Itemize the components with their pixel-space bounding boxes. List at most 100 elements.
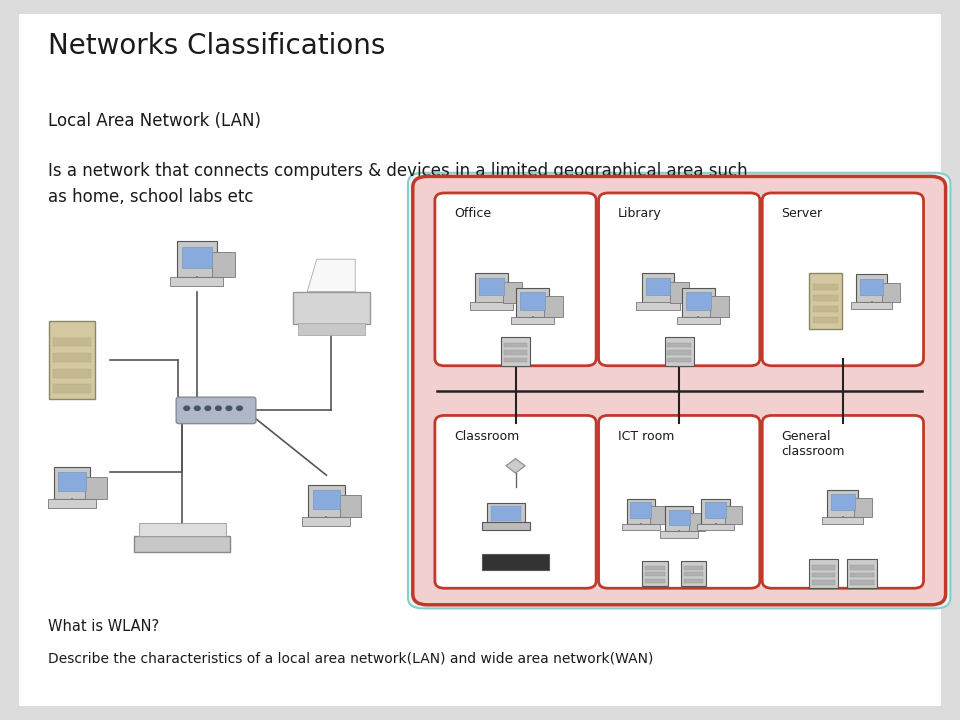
Polygon shape — [506, 459, 525, 473]
FancyBboxPatch shape — [646, 278, 670, 295]
FancyBboxPatch shape — [725, 506, 741, 524]
FancyBboxPatch shape — [479, 278, 504, 295]
FancyBboxPatch shape — [599, 193, 760, 366]
FancyBboxPatch shape — [813, 317, 838, 323]
FancyBboxPatch shape — [49, 321, 95, 399]
FancyBboxPatch shape — [828, 490, 858, 517]
FancyBboxPatch shape — [645, 572, 665, 576]
Text: ICT room: ICT room — [618, 430, 674, 443]
Circle shape — [184, 406, 189, 410]
FancyBboxPatch shape — [762, 193, 924, 366]
FancyBboxPatch shape — [487, 503, 525, 523]
FancyBboxPatch shape — [475, 274, 508, 302]
FancyBboxPatch shape — [501, 337, 530, 366]
FancyBboxPatch shape — [809, 559, 838, 588]
Text: Library: Library — [618, 207, 661, 220]
FancyBboxPatch shape — [413, 176, 946, 605]
FancyBboxPatch shape — [630, 503, 652, 518]
FancyBboxPatch shape — [813, 305, 838, 312]
FancyBboxPatch shape — [59, 472, 85, 491]
FancyBboxPatch shape — [435, 415, 596, 588]
Text: General
classroom: General classroom — [781, 430, 845, 458]
FancyBboxPatch shape — [340, 495, 361, 518]
FancyBboxPatch shape — [408, 173, 950, 608]
FancyBboxPatch shape — [181, 247, 212, 268]
FancyBboxPatch shape — [688, 513, 705, 531]
FancyBboxPatch shape — [48, 499, 96, 508]
FancyBboxPatch shape — [812, 565, 835, 570]
FancyBboxPatch shape — [705, 503, 727, 518]
FancyBboxPatch shape — [762, 415, 924, 588]
Circle shape — [227, 406, 232, 410]
Text: What is WLAN?: What is WLAN? — [48, 618, 159, 634]
Text: Server: Server — [781, 207, 823, 220]
FancyBboxPatch shape — [212, 252, 235, 277]
FancyBboxPatch shape — [697, 523, 734, 531]
FancyBboxPatch shape — [53, 338, 91, 346]
FancyBboxPatch shape — [660, 531, 698, 538]
FancyBboxPatch shape — [622, 523, 660, 531]
FancyBboxPatch shape — [686, 292, 710, 310]
Text: Networks Classifications: Networks Classifications — [48, 32, 385, 60]
FancyBboxPatch shape — [492, 506, 520, 521]
FancyBboxPatch shape — [851, 580, 874, 585]
FancyBboxPatch shape — [53, 369, 91, 377]
FancyBboxPatch shape — [813, 294, 838, 301]
FancyBboxPatch shape — [710, 297, 729, 317]
FancyBboxPatch shape — [823, 517, 863, 524]
FancyBboxPatch shape — [831, 494, 854, 510]
Circle shape — [195, 406, 201, 410]
FancyBboxPatch shape — [684, 579, 704, 583]
FancyBboxPatch shape — [293, 292, 370, 324]
FancyBboxPatch shape — [860, 279, 883, 295]
FancyBboxPatch shape — [641, 274, 675, 302]
FancyBboxPatch shape — [677, 317, 720, 325]
FancyBboxPatch shape — [504, 343, 527, 347]
FancyBboxPatch shape — [667, 343, 691, 347]
FancyBboxPatch shape — [298, 323, 365, 335]
FancyBboxPatch shape — [503, 282, 522, 302]
FancyBboxPatch shape — [308, 485, 345, 518]
FancyBboxPatch shape — [848, 559, 876, 588]
FancyBboxPatch shape — [667, 350, 691, 355]
FancyBboxPatch shape — [684, 572, 704, 576]
FancyBboxPatch shape — [681, 562, 707, 586]
FancyBboxPatch shape — [670, 282, 688, 302]
FancyBboxPatch shape — [53, 354, 91, 362]
FancyBboxPatch shape — [482, 554, 549, 570]
FancyBboxPatch shape — [851, 565, 874, 570]
FancyBboxPatch shape — [853, 498, 872, 517]
FancyBboxPatch shape — [170, 277, 223, 287]
Text: Office: Office — [454, 207, 492, 220]
FancyBboxPatch shape — [851, 572, 874, 577]
FancyBboxPatch shape — [177, 241, 217, 277]
FancyBboxPatch shape — [682, 288, 715, 317]
Polygon shape — [307, 259, 355, 292]
FancyBboxPatch shape — [520, 292, 545, 310]
FancyBboxPatch shape — [882, 283, 900, 302]
Text: Local Area Network (LAN): Local Area Network (LAN) — [48, 112, 261, 130]
FancyBboxPatch shape — [812, 572, 835, 577]
FancyBboxPatch shape — [684, 566, 704, 570]
FancyBboxPatch shape — [504, 350, 527, 355]
FancyBboxPatch shape — [482, 522, 530, 530]
FancyBboxPatch shape — [664, 337, 694, 366]
Text: Describe the characteristics of a local area network(LAN) and wide area network(: Describe the characteristics of a local … — [48, 652, 654, 666]
FancyBboxPatch shape — [645, 566, 665, 570]
FancyBboxPatch shape — [54, 467, 90, 500]
Circle shape — [205, 406, 211, 410]
FancyBboxPatch shape — [516, 288, 549, 317]
FancyBboxPatch shape — [650, 506, 666, 524]
FancyBboxPatch shape — [812, 580, 835, 585]
FancyBboxPatch shape — [19, 14, 941, 706]
Circle shape — [236, 406, 242, 410]
FancyBboxPatch shape — [642, 562, 668, 586]
FancyBboxPatch shape — [435, 193, 596, 366]
FancyBboxPatch shape — [852, 302, 892, 309]
FancyBboxPatch shape — [512, 317, 555, 325]
Circle shape — [215, 406, 221, 410]
FancyBboxPatch shape — [645, 579, 665, 583]
FancyBboxPatch shape — [302, 517, 350, 526]
FancyBboxPatch shape — [813, 284, 838, 289]
FancyBboxPatch shape — [544, 297, 564, 317]
